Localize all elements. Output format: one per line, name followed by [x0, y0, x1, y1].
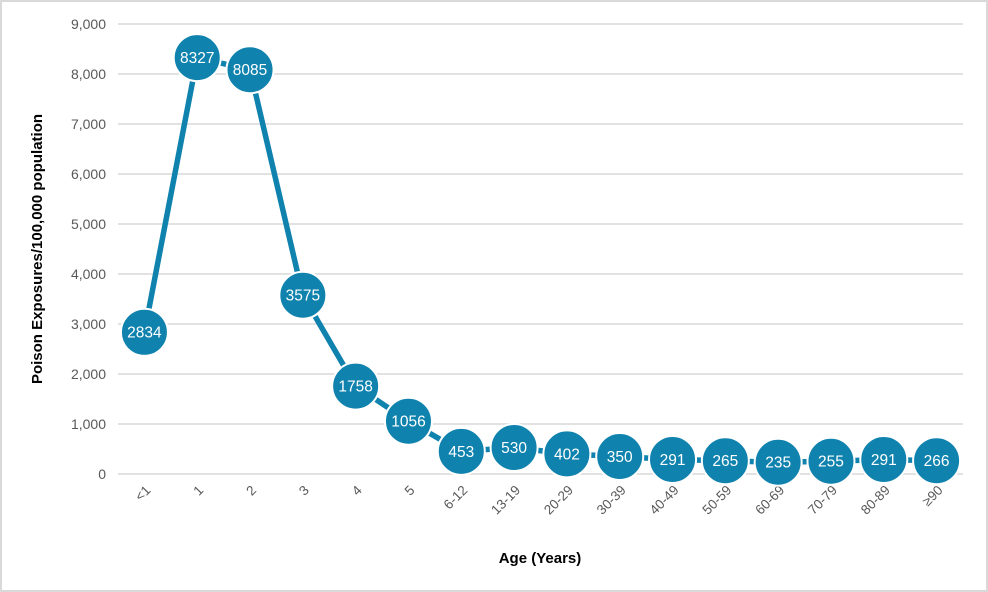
y-tick-label: 8,000: [71, 66, 106, 82]
data-point-label: 1056: [391, 414, 425, 431]
x-tick-label: 3: [296, 483, 312, 499]
data-point-label: 8327: [180, 50, 214, 67]
y-tick-label: 0: [98, 466, 106, 482]
x-tick-label: 80-89: [858, 483, 893, 518]
data-point-marker: [595, 432, 645, 481]
data-point-marker: [859, 434, 909, 484]
data-point-label: 402: [554, 446, 580, 463]
x-tick-label: 13-19: [488, 483, 523, 518]
data-point-label: 3575: [286, 288, 320, 305]
data-point-label: 2834: [127, 325, 162, 342]
data-point-marker: [119, 307, 169, 357]
data-point-label: 235: [765, 455, 791, 472]
data-point-marker: [436, 426, 486, 476]
y-tick-label: 2,000: [71, 366, 106, 382]
y-tick-label: 3,000: [71, 316, 106, 332]
x-tick-label: 30-39: [594, 483, 629, 518]
series-line: [141, 54, 940, 465]
data-point-label: 265: [712, 453, 738, 470]
data-point-label: 266: [924, 453, 950, 470]
x-tick-label: 50-59: [699, 483, 734, 518]
x-tick-label: 70-79: [805, 483, 840, 518]
x-tick-label: ≥90: [919, 483, 945, 509]
x-axis-tick-labels: <1 1 2 3 4 5 6-12 13-19 20-29 30-39 40-49 50-59 60-6…: [132, 482, 946, 517]
data-point-label: 453: [448, 444, 474, 461]
x-tick-label: 40-49: [647, 483, 682, 518]
y-tick-label: 6,000: [71, 166, 106, 182]
data-point-marker: [278, 270, 328, 320]
data-point-label: 8085: [233, 62, 267, 79]
data-point-marker: [172, 33, 222, 83]
x-tick-label: 4: [349, 482, 365, 498]
data-point-label: 291: [871, 452, 897, 469]
data-point-label: 530: [501, 440, 527, 457]
x-tick-label: <1: [132, 483, 154, 505]
data-point-marker: [383, 396, 433, 446]
y-tick-label: 1,000: [71, 416, 106, 432]
x-tick-label: 2: [243, 483, 259, 499]
x-tick-label: 1: [190, 483, 206, 499]
x-tick-label: 20-29: [541, 483, 576, 518]
y-tick-label: 9,000: [71, 16, 106, 32]
data-point-marker: [700, 436, 750, 486]
y-axis-tick-labels: 0 1,000 2,000 3,000 4,000 5,000 6,000 7,000 8,00…: [71, 16, 106, 482]
data-point-label: 1758: [338, 379, 372, 396]
x-tick-label: 60-69: [752, 483, 787, 518]
data-point-marker: [806, 436, 856, 486]
data-point-marker: [225, 45, 275, 95]
data-point-marker: [753, 437, 803, 487]
y-tick-label: 5,000: [71, 216, 106, 232]
data-point-label: 350: [607, 449, 633, 466]
y-tick-label: 4,000: [71, 266, 106, 282]
data-point-marker: [648, 434, 698, 484]
x-axis-title: Age (Years): [499, 550, 582, 567]
y-axis-title: Poison Exposures/100,000 population: [29, 114, 46, 384]
series-line-and-markers: 2834 8327 8085 3575 1758 1056 453 530 402 350 291 2…: [119, 33, 962, 487]
data-point-label: 255: [818, 454, 844, 471]
data-point-marker: [489, 423, 539, 472]
gridlines: [118, 23, 963, 475]
x-tick-label: 6-12: [441, 483, 471, 513]
x-tick-label: 5: [402, 483, 418, 499]
data-point-label: 291: [660, 452, 686, 469]
data-point-marker: [542, 429, 592, 479]
data-point-marker: [331, 361, 381, 411]
data-point-marker: [912, 436, 962, 486]
y-tick-label: 7,000: [71, 116, 106, 132]
